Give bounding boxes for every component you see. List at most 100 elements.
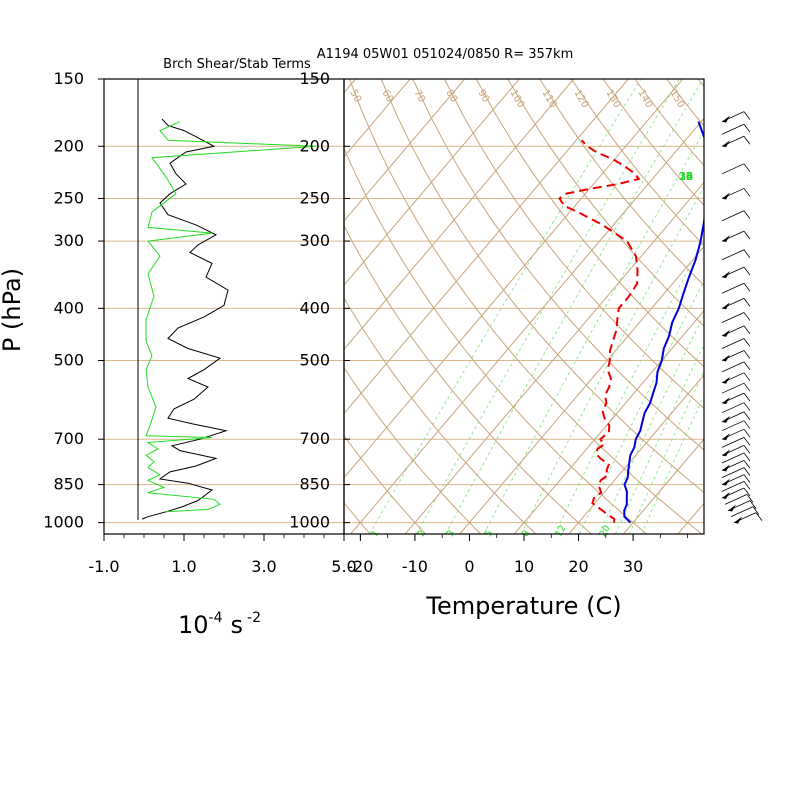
wind-barb-shaft bbox=[721, 437, 745, 448]
mixing-ratio-line bbox=[520, 185, 704, 534]
dry-adiabat-line bbox=[344, 501, 371, 534]
wind-barb-pennant bbox=[722, 478, 730, 486]
right-plot-frame bbox=[343, 78, 705, 535]
wind-barb-shaft bbox=[721, 402, 745, 414]
dry-adiabat-label: 130 bbox=[603, 88, 622, 110]
dry-adiabat-line bbox=[475, 79, 704, 368]
wind-barb-pennant bbox=[722, 397, 730, 405]
wind-barb-pennant bbox=[722, 115, 730, 123]
right-pressure-label: 850 bbox=[299, 475, 330, 494]
wind-barb-flag bbox=[755, 512, 763, 521]
dry-adiabat-line bbox=[634, 79, 704, 167]
isotherm-line bbox=[344, 79, 684, 479]
temperature-tick-label: 10 bbox=[514, 557, 534, 576]
wind-barb-flag bbox=[743, 188, 751, 197]
wind-barb-flag bbox=[743, 460, 751, 469]
isotherm-line bbox=[568, 374, 704, 534]
dry-adiabat-line bbox=[666, 79, 704, 127]
wind-barb-flag bbox=[752, 506, 760, 515]
wind-barb-shaft bbox=[721, 338, 745, 349]
isotherm-line bbox=[350, 117, 704, 534]
wind-barb-pennant bbox=[722, 449, 730, 457]
temperature-tick-label: 0 bbox=[464, 557, 474, 576]
isotherm-line bbox=[344, 79, 466, 222]
wind-barb-flag bbox=[749, 500, 757, 509]
right-pressure-labels: 150 200 250 300 400 500 700 850 1000 bbox=[289, 69, 330, 532]
black-profile-line bbox=[141, 118, 229, 520]
dry-adiabat-line bbox=[344, 147, 647, 534]
left-pressure-label: 200 bbox=[53, 136, 84, 155]
wind-barbs bbox=[721, 111, 763, 524]
mixing-ratio-line bbox=[445, 79, 704, 534]
left-x-tick-label: 3.0 bbox=[251, 557, 276, 576]
left-pressure-label: 400 bbox=[53, 298, 84, 317]
dry-adiabat-line bbox=[344, 297, 537, 534]
wind-barb-shaft bbox=[721, 420, 745, 432]
left-pressure-label: 700 bbox=[53, 429, 84, 448]
wind-barb-shaft bbox=[721, 282, 745, 294]
dry-adiabat-line bbox=[602, 79, 704, 206]
wind-barb-flag bbox=[743, 428, 751, 438]
green-profile-line bbox=[145, 121, 317, 513]
left-x-tick-label: 5.0 bbox=[331, 557, 356, 576]
skew-t-panel: 50 60 70 80 90 100 110 120 130 140 150121620242832… bbox=[289, 69, 800, 620]
dry-adiabat-label: 150 bbox=[667, 88, 686, 110]
temperature-tick-labels: -20 -10 0 10 20 30 bbox=[347, 557, 643, 576]
wind-barb-flag bbox=[746, 494, 754, 503]
dry-adiabat-label: 140 bbox=[635, 88, 654, 110]
wind-barb-flag bbox=[743, 136, 751, 145]
left-x-tick-label: -1.0 bbox=[88, 557, 119, 576]
dry-adiabat-line bbox=[507, 79, 704, 327]
wind-barb-flag bbox=[743, 312, 751, 321]
left-x-tick-label: 1.0 bbox=[171, 557, 196, 576]
temperature-tick-label: 30 bbox=[623, 557, 643, 576]
isotherm-line bbox=[459, 245, 704, 534]
wind-barb-flag bbox=[743, 210, 751, 219]
mixing-ratio-line bbox=[416, 79, 680, 534]
mixing-ratio-line bbox=[598, 314, 704, 534]
wind-barb-flag bbox=[743, 163, 751, 173]
wind-barb-pennant bbox=[722, 302, 730, 310]
wind-barb-pennant bbox=[722, 433, 730, 441]
wind-barb-flag bbox=[743, 445, 751, 454]
left-pressure-label: 1000 bbox=[43, 513, 84, 532]
wind-barb-shaft bbox=[730, 506, 754, 518]
wind-barb-flag bbox=[743, 420, 751, 429]
mixing-ratio-line bbox=[554, 238, 704, 534]
temperature-tick-label: -10 bbox=[402, 557, 428, 576]
dry-adiabat-line bbox=[412, 79, 704, 451]
wind-barb-flag bbox=[743, 474, 751, 483]
wind-barb-shaft bbox=[721, 312, 745, 323]
dry-adiabat-line bbox=[348, 79, 703, 534]
wind-barb-flag bbox=[743, 325, 751, 335]
isotherm-line bbox=[344, 79, 629, 415]
wind-barb-pennant bbox=[722, 140, 730, 148]
right-pressure-label: 400 bbox=[299, 298, 330, 317]
isotherm-line bbox=[344, 79, 520, 286]
right-ticks bbox=[344, 78, 689, 541]
mixing-ratio-top-label: 12 bbox=[679, 170, 693, 183]
mixing-ratio-line bbox=[641, 394, 704, 534]
left-pressure-label: 850 bbox=[53, 475, 84, 494]
wind-barb-shaft bbox=[721, 123, 745, 135]
left-pressure-label: 150 bbox=[53, 69, 84, 88]
mixing-ratio-top-label: 20 bbox=[679, 170, 693, 183]
mixing-ratio-line bbox=[629, 370, 704, 534]
temperature-dewpoint-curves bbox=[558, 121, 704, 524]
wind-barb-shaft bbox=[721, 452, 745, 464]
right-pressure-label: 1000 bbox=[289, 513, 330, 532]
wind-barb-pennant bbox=[722, 235, 730, 243]
dry-adiabat-label: 50 bbox=[347, 88, 363, 105]
left-curves bbox=[141, 118, 317, 520]
dry-adiabat-line bbox=[697, 79, 704, 87]
wind-barb-shaft bbox=[724, 493, 748, 505]
dry-adiabat-line bbox=[444, 79, 704, 409]
temperature-tick-label: 20 bbox=[568, 557, 588, 576]
isotherm-line bbox=[513, 310, 704, 534]
dry-adiabat-line bbox=[762, 79, 800, 534]
wind-barb-flag bbox=[743, 249, 751, 259]
wind-barb-pennant bbox=[728, 504, 736, 512]
right-pressure-label: 500 bbox=[299, 351, 330, 370]
wind-barb-pennant bbox=[722, 464, 730, 472]
left-x-tick-labels: -1.0 1.0 3.0 5.0 bbox=[88, 557, 356, 576]
